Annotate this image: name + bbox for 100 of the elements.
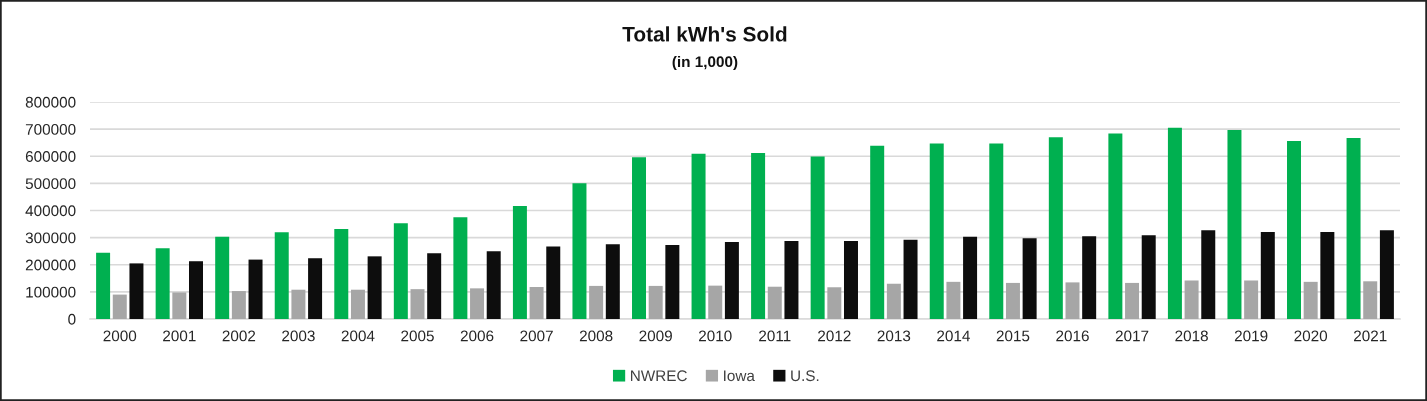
x-tick-label: 2013 bbox=[877, 330, 911, 342]
bar bbox=[989, 143, 1004, 319]
bar bbox=[665, 244, 680, 319]
bar bbox=[1005, 282, 1020, 319]
x-tick-label: 2017 bbox=[1115, 330, 1149, 342]
bar bbox=[512, 205, 527, 319]
y-tick-label: 700000 bbox=[25, 123, 76, 135]
bar bbox=[248, 259, 263, 319]
x-tick-label: 2008 bbox=[579, 330, 613, 342]
bar bbox=[1201, 230, 1216, 319]
bar bbox=[648, 285, 663, 319]
bar bbox=[155, 248, 170, 319]
legend-label: Iowa bbox=[724, 370, 755, 382]
x-tick-label: 2000 bbox=[103, 330, 137, 342]
x-tick-label: 2009 bbox=[639, 330, 672, 342]
bar bbox=[470, 288, 485, 319]
bar bbox=[215, 236, 230, 319]
bar bbox=[1048, 137, 1063, 319]
bar bbox=[427, 253, 442, 319]
bar bbox=[1141, 235, 1156, 319]
bar bbox=[903, 239, 918, 319]
bar bbox=[1260, 231, 1275, 319]
bar bbox=[605, 244, 620, 319]
bar bbox=[274, 232, 289, 319]
bar bbox=[870, 145, 885, 319]
bar bbox=[886, 283, 901, 319]
bar bbox=[1125, 282, 1140, 319]
bar bbox=[1244, 280, 1259, 319]
bar bbox=[946, 281, 961, 319]
bar bbox=[1108, 133, 1123, 319]
x-tick-label: 2015 bbox=[996, 330, 1030, 342]
bar bbox=[486, 251, 501, 319]
bar bbox=[1167, 127, 1182, 319]
bar bbox=[172, 292, 187, 319]
x-tick-label: 2016 bbox=[1056, 330, 1089, 342]
bar bbox=[767, 286, 782, 319]
x-tick-label: 2011 bbox=[759, 330, 791, 342]
bar bbox=[1303, 281, 1318, 319]
x-tick-label: 2002 bbox=[222, 330, 256, 342]
bar bbox=[1346, 138, 1361, 319]
bar bbox=[308, 258, 323, 319]
chart-title: Total kWh's Sold bbox=[622, 26, 787, 42]
bar bbox=[1022, 238, 1037, 319]
bar bbox=[367, 256, 382, 319]
bar bbox=[188, 261, 203, 319]
bar bbox=[1287, 141, 1302, 319]
bar bbox=[572, 183, 587, 319]
y-tick-label: 400000 bbox=[25, 205, 76, 217]
y-tick-label: 500000 bbox=[25, 178, 76, 190]
bar bbox=[929, 143, 944, 319]
legend-label: U.S. bbox=[791, 370, 819, 382]
bar bbox=[453, 217, 468, 319]
x-tick-label: 2001 bbox=[163, 330, 196, 342]
bar bbox=[291, 289, 306, 319]
bar bbox=[843, 240, 858, 319]
y-tick-label: 300000 bbox=[25, 232, 76, 244]
bar bbox=[589, 285, 604, 319]
bar bbox=[529, 286, 544, 319]
bar bbox=[1363, 281, 1378, 319]
bar bbox=[963, 236, 978, 319]
bar bbox=[96, 252, 111, 319]
bar bbox=[751, 152, 766, 319]
bar bbox=[350, 289, 365, 319]
bar bbox=[1379, 230, 1394, 319]
bar bbox=[546, 246, 561, 319]
x-tick-label: 2005 bbox=[401, 330, 434, 342]
bar bbox=[1082, 236, 1097, 319]
bar bbox=[810, 156, 825, 319]
x-tick-label: 2020 bbox=[1294, 330, 1328, 342]
x-tick-label: 2010 bbox=[699, 330, 732, 342]
bar bbox=[1065, 282, 1080, 319]
chart-subtitle: (in 1,000) bbox=[672, 55, 738, 71]
bar bbox=[129, 263, 144, 319]
x-tick-label: 2003 bbox=[282, 330, 315, 342]
bar bbox=[632, 157, 647, 319]
x-tick-label: 2021 bbox=[1354, 330, 1387, 342]
x-tick-label: 2006 bbox=[460, 330, 494, 342]
x-tick-label: 2018 bbox=[1175, 330, 1208, 342]
bar bbox=[784, 240, 799, 319]
bar bbox=[708, 285, 723, 319]
x-tick-label: 2014 bbox=[937, 330, 970, 342]
y-tick-label: 800000 bbox=[25, 96, 76, 108]
bar bbox=[724, 241, 739, 319]
legend-label: NWREC bbox=[631, 370, 687, 382]
bar bbox=[691, 153, 706, 319]
y-tick-label: 100000 bbox=[26, 286, 76, 298]
x-tick-label: 2007 bbox=[520, 330, 553, 342]
bar bbox=[1320, 231, 1335, 319]
y-tick-label: 200000 bbox=[25, 259, 76, 271]
bar bbox=[112, 294, 127, 319]
bar bbox=[1184, 280, 1199, 319]
bar bbox=[410, 289, 425, 319]
x-tick-label: 2004 bbox=[341, 330, 375, 342]
bar bbox=[393, 223, 408, 319]
y-tick-label: 0 bbox=[68, 313, 76, 325]
bar bbox=[231, 291, 246, 319]
bar bbox=[334, 228, 349, 319]
x-tick-label: 2019 bbox=[1234, 330, 1268, 342]
bar bbox=[827, 287, 842, 319]
y-tick-label: 600000 bbox=[25, 151, 76, 162]
